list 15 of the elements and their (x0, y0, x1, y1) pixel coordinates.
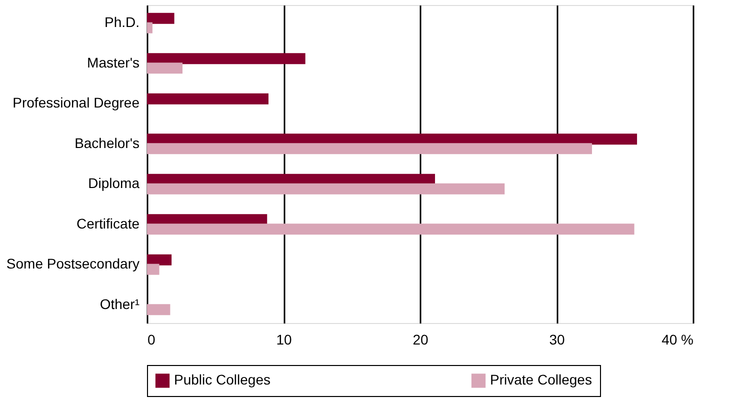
y-tick-label: Bachelor's (74, 134, 140, 151)
y-tick-label: Diploma (88, 175, 140, 192)
y-tick-label: Other¹ (100, 296, 140, 312)
x-tick-label: 10 (276, 332, 292, 348)
x-tick-label: 0 (148, 332, 156, 348)
y-tick-label: Certificate (76, 215, 140, 232)
x-tick-label: 20 (412, 332, 428, 348)
y-tick-label: Professional Degree (12, 94, 140, 111)
y-tick-label: Ph.D. (104, 14, 140, 30)
y-tick-label: Some Postsecondary (6, 256, 140, 272)
y-tick-label: Master's (87, 54, 140, 70)
x-tick-label: 40 % (662, 332, 694, 348)
legend-label: Private Colleges (490, 372, 592, 388)
legend-label: Public Colleges (174, 372, 270, 388)
x-tick-label: 30 (549, 332, 565, 348)
